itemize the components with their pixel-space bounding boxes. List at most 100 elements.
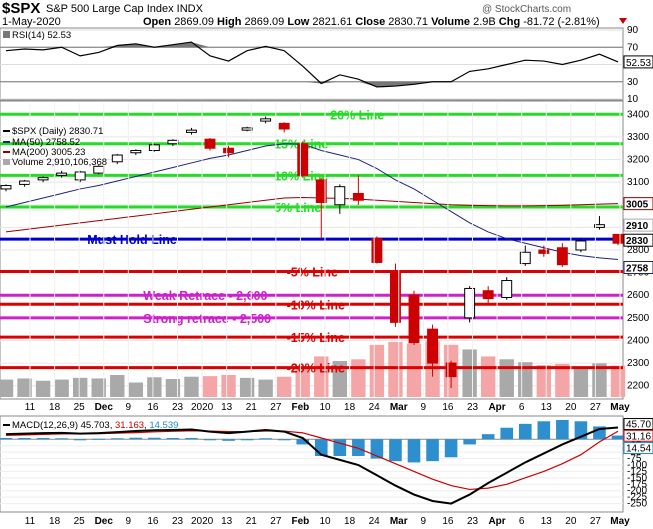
x-tick-label-bottom: Mar — [390, 516, 408, 527]
price-tick-label: 2600 — [627, 290, 650, 301]
macd-histogram-bar — [166, 438, 180, 440]
x-tick-label-bottom: 27 — [270, 516, 282, 527]
candle-body — [352, 192, 364, 201]
price-value-box — [623, 197, 653, 211]
x-tick-label-bottom: Dec — [95, 516, 114, 527]
price-value-box — [623, 218, 653, 232]
macd-histogram-bar — [36, 438, 50, 440]
x-tick-label-bottom: 23 — [467, 516, 479, 527]
macd-histogram-bar — [370, 439, 384, 459]
macd-tick-label: -125 — [627, 466, 647, 477]
macd-histogram-bar — [611, 435, 625, 440]
x-tick-label-bottom: 11 — [25, 516, 36, 527]
volume-bar — [17, 378, 32, 397]
macd-legend: MACD(12,26,9) 45.703, 31.163, 14.539 — [3, 420, 178, 431]
x-tick-label-bottom: 16 — [147, 516, 159, 527]
rsi-tick-label: 70 — [627, 42, 639, 53]
x-tick-label-bottom: 16 — [442, 516, 454, 527]
x-tick-label-bottom: 27 — [590, 516, 602, 527]
candle-body — [390, 272, 401, 323]
ohlc-stats: Open 2869.09 High 2869.09 Low 2821.61 Cl… — [143, 16, 600, 28]
x-tick-label-top: 16 — [442, 402, 454, 413]
x-tick-label-bottom: Feb — [292, 516, 310, 527]
volume-legend-swatch — [3, 159, 10, 165]
price-value-label: 3005 — [626, 200, 649, 211]
x-tick-label-bottom: 9 — [126, 516, 132, 527]
volume-bar — [184, 376, 199, 397]
macd-histogram-bar — [352, 439, 365, 456]
candle-body — [519, 251, 531, 265]
price-value-label: 2758 — [626, 263, 649, 274]
annotation-label: Strong retrace - 2,500 — [143, 312, 271, 326]
macd-tick-label: -100 — [627, 460, 647, 471]
macd-line — [5, 426, 619, 505]
x-tick-label-top: Mar — [390, 402, 408, 413]
candle-body — [0, 185, 12, 190]
volume-bar — [221, 374, 236, 397]
x-tick-label-bottom: Apr — [488, 516, 505, 527]
candle-body — [148, 144, 160, 151]
macd-value-label: 45.70 — [626, 420, 651, 431]
candle-body — [501, 280, 513, 298]
rsi-series-line — [5, 41, 619, 88]
macd-histogram-bar — [296, 439, 310, 445]
price-tick-label: 3100 — [627, 177, 650, 188]
x-tick-label-bottom: 25 — [74, 516, 86, 527]
price-value-label: 2830 — [626, 236, 649, 247]
rsi-legend-text: RSI(14) 52.53 — [12, 30, 71, 41]
rsi-chart: 907050301052.53 — [0, 25, 653, 105]
volume-bar — [480, 356, 496, 397]
volume-bar — [35, 380, 51, 397]
candle-body — [204, 138, 216, 149]
candle-body — [408, 294, 420, 344]
macd-histogram-bar — [444, 439, 458, 458]
candle-body — [612, 233, 624, 244]
x-tick-label-bottom: 13 — [541, 516, 553, 527]
volume-bar — [536, 365, 552, 397]
price-value-box — [623, 260, 653, 274]
annotation-label: 20% Line — [330, 108, 384, 122]
volume-bar — [91, 378, 106, 397]
annotation-label: -15% Line — [287, 331, 345, 345]
volume-bar — [258, 379, 273, 397]
ma50-line — [5, 143, 619, 260]
macd-histogram-bar — [556, 420, 569, 440]
x-tick-label-bottom: 18 — [344, 516, 356, 527]
price-tick-label: 2800 — [627, 245, 650, 256]
annotation-label: 5% Line — [274, 201, 321, 215]
volume-bar — [406, 343, 422, 397]
volume-bar — [295, 368, 310, 397]
candle-body — [111, 154, 123, 163]
x-tick-label-top: 10 — [319, 402, 331, 413]
volume-bar — [110, 374, 125, 397]
macd-histogram-bar — [407, 439, 421, 463]
x-axis: 111118182525DecDec9916162323202020201313… — [25, 103, 630, 527]
rsi-legend: RSI(14) 52.53 — [3, 30, 71, 41]
annotation-label: 10% Line — [274, 169, 328, 183]
volume-bar — [202, 376, 218, 397]
annotation-label: -5% Line — [287, 265, 338, 279]
candle-body — [594, 224, 605, 228]
macd-histogram-bar — [129, 437, 143, 440]
x-tick-label-top: 13 — [541, 402, 553, 413]
macd-tick-label: -225 — [627, 492, 647, 503]
x-tick-label-top: 21 — [246, 402, 258, 413]
macd-histogram-bar — [537, 421, 551, 440]
candle-body — [556, 247, 568, 266]
macd-histogram-bar — [185, 438, 198, 440]
x-tick-label-top: 20 — [565, 402, 577, 413]
x-tick-label-bottom: 10 — [319, 516, 331, 527]
macd-legend-text: MACD(12,26,9) 45.703, 31.163, 14.539 — [12, 420, 178, 431]
volume-bar — [388, 341, 403, 397]
x-tick-label-top: 6 — [519, 402, 525, 413]
volume-bar — [147, 377, 162, 397]
volume-bar — [499, 359, 514, 397]
price-tick-label: 2400 — [627, 335, 650, 346]
macd-histogram-bar — [73, 439, 87, 441]
price-value-label: 2910 — [626, 221, 649, 232]
volume-legend-text: Volume 2,910,106,368 — [12, 157, 107, 168]
volume-bar — [0, 379, 14, 397]
volume-bar — [72, 377, 88, 397]
x-tick-label-top: 18 — [344, 402, 356, 413]
